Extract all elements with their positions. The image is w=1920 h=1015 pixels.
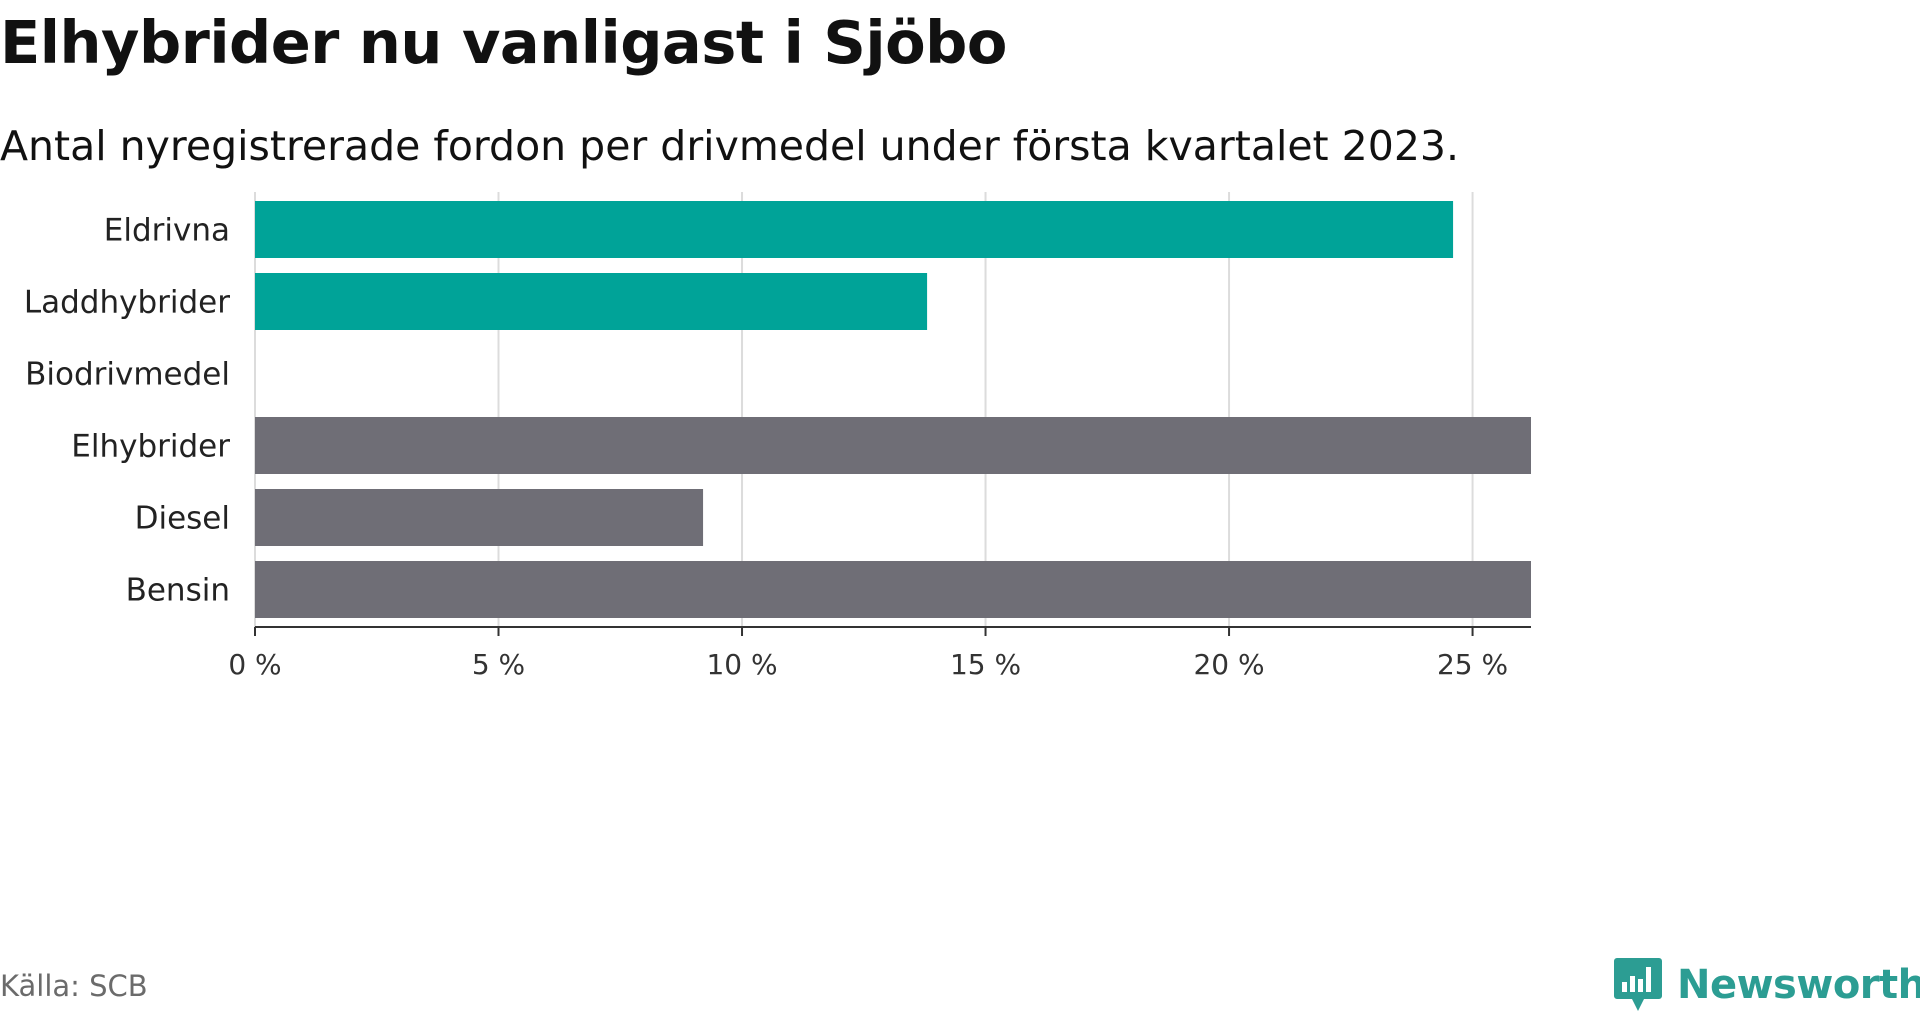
category-label: Eldrivna: [104, 213, 230, 249]
bar-eldrivna: [255, 201, 1454, 258]
bar-chart-speech-bubble-icon: [1614, 958, 1662, 1011]
category-label: Laddhybrider: [24, 285, 230, 321]
bars: [255, 201, 1531, 618]
gridlines: [254, 192, 1474, 627]
category-label: Bensin: [126, 573, 230, 609]
bar-diesel: [255, 489, 704, 546]
x-tick-label: 10 %: [706, 648, 777, 681]
bar-elhybrider: [255, 417, 1531, 474]
source-note: Källa: SCB: [0, 969, 148, 1003]
category-label: Elhybrider: [71, 429, 230, 465]
x-tick-label: 5 %: [472, 648, 525, 681]
chart-title: Elhybrider nu vanligast i Sjöbo: [0, 8, 1007, 77]
x-axis: 0 % 5 % 10 % 15 % 20 % 25 %: [228, 626, 1531, 681]
brand-name: Newsworthy: [1677, 962, 1920, 1008]
bar-bensin: [255, 561, 1531, 618]
brand-logo: Newsworthy: [1613, 955, 1920, 1015]
bar-laddhybrider: [255, 273, 928, 330]
chart-subtitle: Antal nyregistrerade fordon per drivmede…: [0, 122, 1460, 170]
category-labels: Eldrivna Laddhybrider Biodrivmedel Elhybrid…: [24, 213, 230, 609]
x-tick-label: 25 %: [1437, 648, 1508, 681]
category-label: Diesel: [135, 501, 230, 537]
x-tick-label: 15 %: [950, 648, 1021, 681]
x-tick-label: 0 %: [228, 648, 281, 681]
category-label: Biodrivmedel: [25, 357, 230, 393]
x-tick-label: 20 %: [1193, 648, 1264, 681]
bar-chart: Eldrivna Laddhybrider Biodrivmedel Elhybrid…: [24, 192, 1531, 681]
